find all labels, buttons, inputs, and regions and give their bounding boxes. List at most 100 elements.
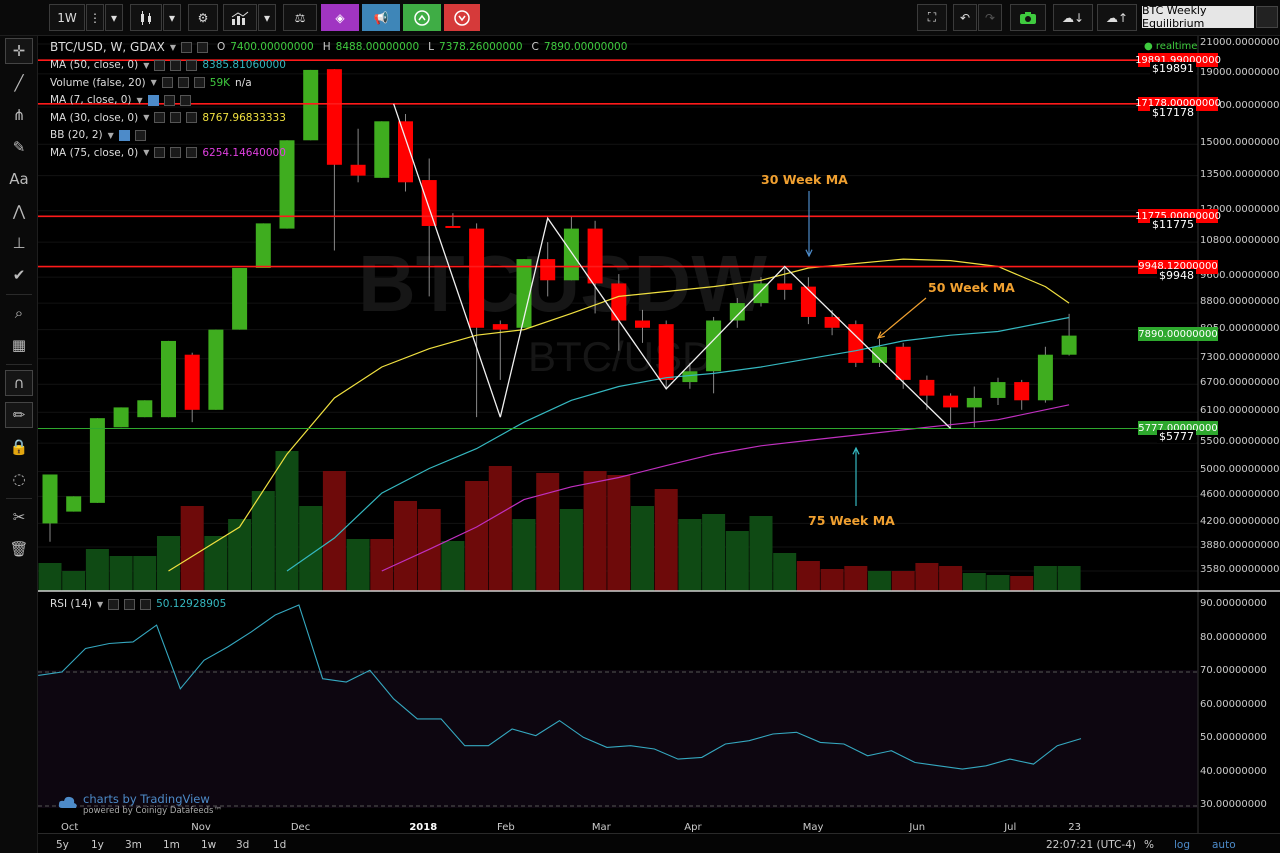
indicator-name[interactable]: BB (20, 2) — [50, 129, 103, 141]
buy-icon[interactable] — [403, 4, 441, 31]
candle[interactable] — [1014, 382, 1030, 401]
megaphone-icon[interactable]: 📢 — [362, 4, 400, 31]
candle[interactable] — [658, 324, 674, 380]
settings-icon[interactable] — [124, 598, 136, 610]
eye-icon[interactable] — [154, 59, 166, 71]
eye-icon[interactable] — [108, 598, 120, 610]
more-icon[interactable]: ⋮ — [86, 4, 104, 31]
scroll-handle[interactable] — [1256, 6, 1278, 28]
indicator-name[interactable]: MA (30, close, 0) — [50, 111, 139, 124]
log-toggle[interactable]: log — [1174, 839, 1191, 851]
price-chart[interactable]: BTCUSDW BTC/USD — [38, 36, 1280, 853]
close-icon[interactable] — [186, 112, 198, 123]
candle[interactable] — [398, 121, 413, 183]
candle[interactable] — [563, 228, 579, 281]
candle[interactable] — [161, 340, 176, 418]
gear-icon[interactable]: ⚙ — [188, 4, 218, 31]
eye-icon[interactable] — [154, 112, 166, 123]
candle[interactable] — [1061, 335, 1077, 355]
chevron-down-icon[interactable]: ▼ — [169, 42, 176, 52]
chart-area[interactable]: BTCUSDW BTC/USD BTC/USD, W, GDAX ▼ O 7400… — [38, 36, 1280, 853]
settings-icon[interactable] — [170, 59, 182, 71]
candle[interactable] — [1037, 354, 1053, 401]
compare-icon[interactable]: ⚖ — [283, 4, 317, 31]
crosshair-icon[interactable]: ✛ — [5, 38, 33, 64]
indicator-name[interactable]: Volume (false, 20) — [50, 76, 146, 89]
magnet-icon[interactable]: ∩ — [5, 370, 33, 396]
candle[interactable] — [208, 329, 224, 410]
candle[interactable] — [777, 283, 793, 290]
candle[interactable] — [824, 316, 840, 328]
measure-icon[interactable]: ⊥ — [12, 234, 26, 252]
equilibrium-label[interactable]: BTC Weekly Equilibrium — [1142, 4, 1254, 30]
candle[interactable] — [966, 397, 982, 408]
indicator-name[interactable]: MA (75, close, 0) — [50, 146, 139, 159]
cube-icon[interactable]: ◈ — [321, 4, 359, 31]
candle[interactable] — [374, 121, 390, 178]
settings-icon[interactable] — [177, 77, 189, 88]
candle[interactable] — [279, 140, 295, 229]
sell-icon[interactable] — [444, 4, 480, 31]
timeframe-5y[interactable]: 5y — [56, 839, 69, 851]
candle[interactable] — [753, 283, 769, 304]
eye-icon[interactable] — [118, 129, 130, 141]
candle[interactable] — [137, 400, 153, 418]
candle[interactable] — [469, 228, 485, 328]
candle[interactable] — [66, 496, 82, 512]
candle[interactable] — [990, 382, 1006, 398]
candle[interactable] — [89, 418, 105, 503]
indicator-name[interactable]: MA (7, close, 0) — [50, 94, 132, 106]
percent-toggle[interactable]: % — [1144, 839, 1154, 851]
eye-hidden-icon[interactable]: ◌ — [12, 470, 26, 488]
settings-icon[interactable] — [170, 147, 182, 158]
candle[interactable] — [445, 225, 461, 228]
settings-icon[interactable] — [163, 94, 175, 106]
trash-icon[interactable]: 🗑 — [9, 540, 29, 558]
redo-icon[interactable]: ↷ — [978, 4, 1002, 31]
candle[interactable] — [232, 268, 248, 330]
candle[interactable] — [706, 320, 722, 372]
candle[interactable] — [800, 286, 816, 317]
candle[interactable] — [587, 228, 603, 284]
close-icon[interactable] — [186, 59, 198, 71]
timeframe-1m[interactable]: 1m — [163, 839, 180, 851]
chevron-down-icon[interactable]: ▼ — [150, 78, 157, 87]
candle[interactable] — [872, 346, 887, 363]
timeframe-3m[interactable]: 3m — [125, 839, 142, 851]
settings-icon[interactable] — [170, 112, 182, 123]
candle[interactable] — [635, 320, 650, 328]
candle[interactable] — [895, 346, 911, 380]
chevron-down-icon[interactable]: ▼ — [143, 148, 150, 157]
close-icon[interactable] — [193, 77, 205, 88]
candle[interactable] — [919, 379, 935, 396]
interval-button[interactable]: 1W — [49, 4, 85, 31]
symbol-name[interactable]: BTC/USD, W, GDAX — [50, 40, 165, 54]
candle[interactable] — [540, 259, 556, 281]
candle[interactable] — [611, 283, 627, 321]
chevron-down-icon[interactable]: ▼ — [143, 113, 150, 122]
pattern-icon[interactable]: ⋀ — [12, 202, 26, 220]
timeframe-1d[interactable]: 1d — [273, 839, 287, 851]
settings-icon[interactable] — [196, 41, 208, 53]
zigzag-line[interactable] — [499, 216, 952, 429]
timeframe-1y[interactable]: 1y — [91, 839, 104, 851]
zigzag-line[interactable] — [393, 103, 501, 418]
ma50-line[interactable] — [286, 316, 1070, 572]
eye-icon[interactable] — [154, 147, 166, 158]
settings-icon[interactable] — [134, 129, 146, 141]
close-icon[interactable] — [179, 94, 191, 106]
candle[interactable] — [421, 180, 437, 226]
text-icon[interactable]: Aa — [9, 170, 29, 188]
eye-icon[interactable] — [161, 77, 173, 88]
lock-icon[interactable]: 🔒 — [9, 438, 29, 456]
candle[interactable] — [682, 371, 698, 383]
candles-icon[interactable] — [130, 4, 162, 31]
cloud-upload-icon[interactable]: ☁↑ — [1097, 4, 1137, 31]
chevron-down-icon[interactable]: ▾ — [258, 4, 276, 31]
pitchfork-icon[interactable]: ⋔ — [12, 106, 26, 124]
timeframe-1w[interactable]: 1w — [201, 839, 217, 851]
chevron-down-icon[interactable]: ▼ — [96, 599, 104, 609]
close-icon[interactable] — [140, 598, 152, 610]
candle[interactable] — [729, 303, 745, 321]
ma30-line[interactable] — [168, 258, 1070, 572]
